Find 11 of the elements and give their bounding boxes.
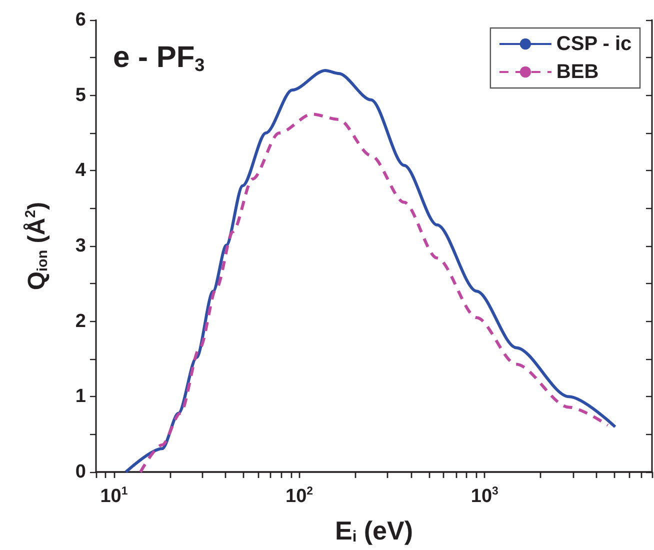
- legend-label: CSP - ic: [556, 33, 632, 55]
- legend-label: BEB: [556, 61, 599, 83]
- y-tick-label: 6: [75, 10, 86, 30]
- y-tick-label: 2: [75, 310, 86, 332]
- x-axis-title: Ei (eV): [334, 516, 414, 546]
- y-tick-label: 3: [75, 236, 86, 256]
- y-tick-label: 1: [75, 386, 86, 408]
- y-tick-label: 5: [75, 84, 86, 106]
- y-tick-label: 4: [75, 160, 86, 182]
- y-tick-label: 0: [75, 462, 86, 482]
- y-axis-title: Qion (Å2): [22, 202, 51, 290]
